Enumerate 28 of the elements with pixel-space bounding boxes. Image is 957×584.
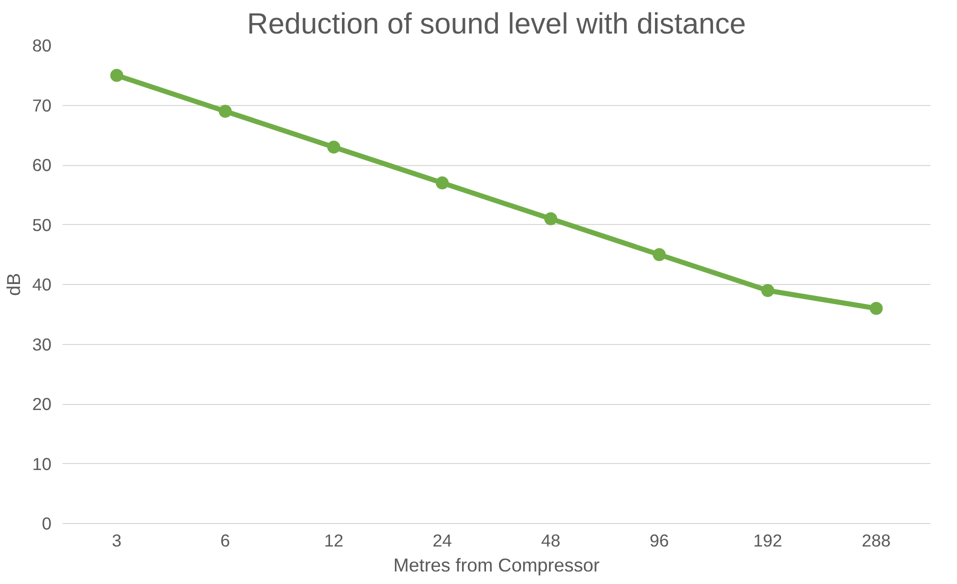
y-tick-label: 50 <box>32 214 52 235</box>
point <box>544 212 558 226</box>
y-tick-label: 30 <box>32 334 52 354</box>
x-axis-title: Metres from Compressor <box>393 554 600 576</box>
y-tick-label: 40 <box>32 274 52 294</box>
x-tick-label: 24 <box>432 530 452 550</box>
y-tick-label: 0 <box>42 514 52 534</box>
y-tick-label: 10 <box>32 454 52 474</box>
point <box>218 104 232 118</box>
point <box>110 68 124 82</box>
y-tick-label: 20 <box>32 394 52 414</box>
x-tick-label: 192 <box>753 530 782 550</box>
x-tick-label: 48 <box>541 530 560 550</box>
point <box>436 176 449 190</box>
point <box>652 248 666 262</box>
point <box>327 140 340 154</box>
x-tick-label: 12 <box>324 530 344 550</box>
y-tick-label: 80 <box>32 36 52 56</box>
point <box>761 284 774 297</box>
x-tick-label: 6 <box>220 530 230 550</box>
y-tick-label: 60 <box>32 155 52 175</box>
chart-title: Reduction of sound level with distance <box>247 8 746 40</box>
y-tick-label: 70 <box>32 95 52 116</box>
x-tick-label: 288 <box>862 530 891 550</box>
x-tick-label: 96 <box>650 530 669 550</box>
point <box>870 302 883 315</box>
x-tick-label: 3 <box>112 530 122 550</box>
y-axis-title: dB <box>3 273 24 296</box>
